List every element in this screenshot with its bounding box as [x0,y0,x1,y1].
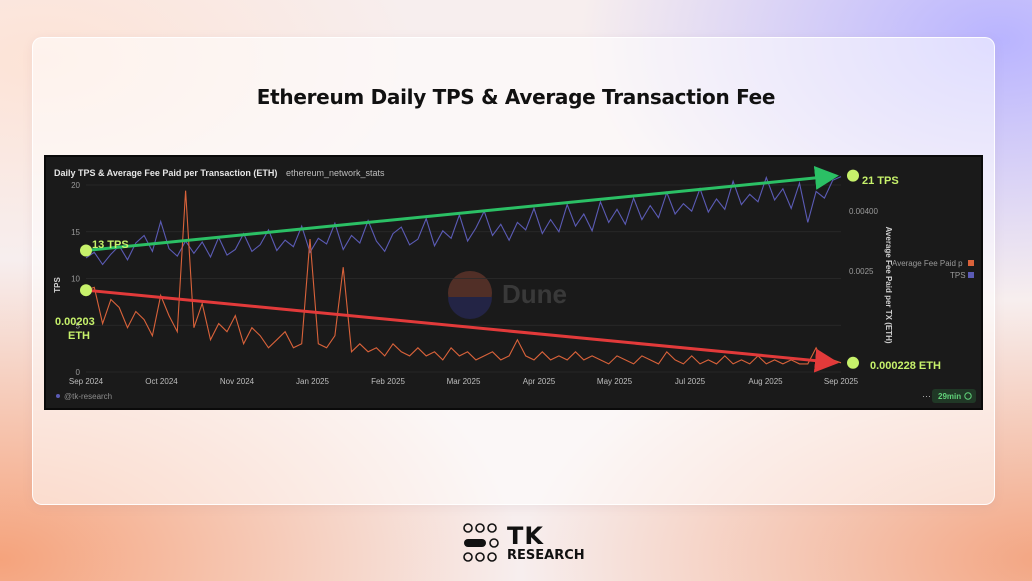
x-tick: Oct 2024 [145,377,178,386]
y-tick-right: 0.0025 [849,267,874,276]
x-tick: Sep 2025 [824,377,859,386]
x-tick: Feb 2025 [371,377,405,386]
y-axis-left-label: TPS [53,277,62,293]
legend-swatch-tps [968,272,974,278]
x-tick: Jan 2025 [296,377,329,386]
series-line-tps [85,175,842,266]
y-axis-left-ticks: 0 5 10 15 20 [71,181,80,377]
dune-chart-panel: Daily TPS & Average Fee Paid per Transac… [44,155,983,410]
series-line-fee [85,190,842,365]
trend-arrow-fee [85,288,839,373]
x-tick: Jul 2025 [675,377,706,386]
y-axis-right-label: Average Fee Paid per TX (ETH) [884,226,893,343]
annotation-fee-start-value: 0.00203 [55,316,95,328]
dashboard-title: Daily TPS & Average Fee Paid per Transac… [54,168,277,178]
grid [86,184,841,373]
tk-research-logo: TK RESEARCH [463,522,593,564]
chart-svg: Daily TPS & Average Fee Paid per Transac… [53,165,976,403]
check-circle-icon [964,392,972,400]
annotation-tps-start: 13 TPS [92,239,129,251]
marker-tps-end [847,169,859,182]
annotation-tps-end: 21 TPS [862,175,899,187]
legend-label-fee: Average Fee Paid p [892,259,963,268]
y-tick-right: 0.00400 [849,207,878,216]
marker-fee-end [847,356,859,369]
brand-name: TK [507,522,544,550]
author-dot-icon [56,394,60,398]
dune-logo-icon [448,271,492,315]
refresh-time: 29min [938,392,961,401]
annotation-fee-start-unit: ETH [68,330,90,342]
dune-watermark: Dune [448,271,567,319]
y-tick-left: 0 [76,368,81,377]
x-tick: Sep 2024 [69,377,104,386]
y-tick-left: 15 [71,228,80,237]
x-axis-ticks: Sep 2024 Oct 2024 Nov 2024 Jan 2025 Feb 2025… [69,377,859,386]
more-options-icon[interactable]: ··· [922,391,931,401]
legend: Average Fee Paid p TPS [892,259,974,280]
trend-arrow-tps [85,165,839,252]
refresh-badge[interactable] [932,389,976,403]
x-tick: Nov 2024 [220,377,255,386]
y-axis-right-ticks: 0.00400 0.0025 [849,207,878,276]
x-tick: Aug 2025 [748,377,783,386]
watermark-text: Dune [502,279,567,309]
brand-subtitle: RESEARCH [507,548,585,563]
x-tick: May 2025 [597,377,633,386]
y-tick-left: 10 [71,275,80,284]
marker-tps-start [80,244,92,257]
x-tick: Mar 2025 [447,377,481,386]
annotation-fee-end: 0.000228 ETH [870,360,941,372]
y-tick-left: 20 [71,181,80,190]
tk-logo-dots-icon [463,523,499,562]
y-tick-left: 5 [76,321,81,330]
query-name[interactable]: ethereum_network_stats [286,168,385,178]
legend-label-tps: TPS [950,271,966,280]
legend-swatch-fee [968,260,974,266]
author-handle[interactable]: @tk-research [64,392,112,401]
x-tick: Apr 2025 [523,377,556,386]
marker-fee-start [80,284,92,297]
page-title: Ethereum Daily TPS & Average Transaction… [256,85,776,109]
